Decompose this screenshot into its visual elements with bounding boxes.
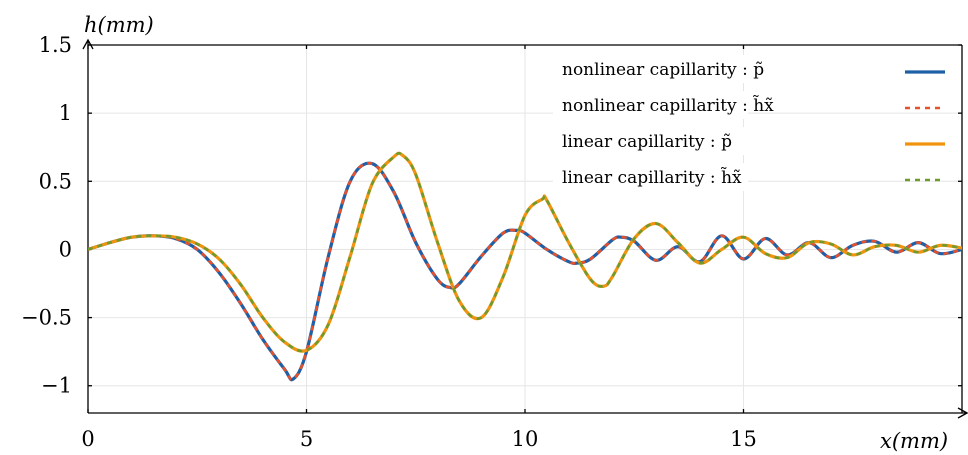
- legend-label: linear capillarity : p̃: [562, 132, 732, 152]
- y-tick-label: 0: [59, 237, 72, 261]
- legend-item-bg: [553, 127, 748, 155]
- grid: [88, 44, 962, 413]
- y-axis-arrow: [82, 38, 94, 50]
- x-tick-label: 0: [81, 427, 94, 451]
- y-tick-label: −0.5: [21, 306, 72, 330]
- legend-item-bg: [553, 163, 748, 191]
- x-tick-label: 10: [512, 427, 539, 451]
- x-axis-label: x(mm): [880, 429, 948, 453]
- y-tick-label: 1: [59, 101, 72, 125]
- x-tick-label: 15: [730, 427, 757, 451]
- legend-item-bg: [553, 55, 748, 83]
- x-axis-arrow: [957, 407, 968, 419]
- legend-item: nonlinear capillarity : h̃x̃: [553, 91, 945, 119]
- y-tick-label: −1: [41, 374, 72, 398]
- y-tick-label: 0.5: [39, 169, 72, 193]
- legend-label: nonlinear capillarity : p̃: [562, 60, 764, 80]
- y-tick-label: 1.5: [39, 33, 72, 57]
- legend-item-bg: [553, 91, 748, 119]
- x-tick-label: 5: [300, 427, 313, 451]
- legend-label: nonlinear capillarity : h̃x̃: [562, 95, 774, 116]
- tick-labels: 0 5 10 15 1.5 1 0.5 0 −0.5 −1: [21, 33, 757, 451]
- legend-item: linear capillarity : h̃x̃: [553, 163, 945, 191]
- y-axis-label: h(mm): [84, 13, 154, 37]
- series-group: [88, 151, 962, 382]
- legend-item: nonlinear capillarity : p̃: [553, 55, 945, 83]
- legend-label: linear capillarity : h̃x̃: [562, 167, 742, 188]
- plot-frame: [82, 38, 968, 419]
- legend-item: linear capillarity : p̃: [553, 127, 945, 155]
- legend: nonlinear capillarity : p̃ nonlinear capi…: [553, 55, 945, 191]
- series-line-4: [88, 151, 962, 353]
